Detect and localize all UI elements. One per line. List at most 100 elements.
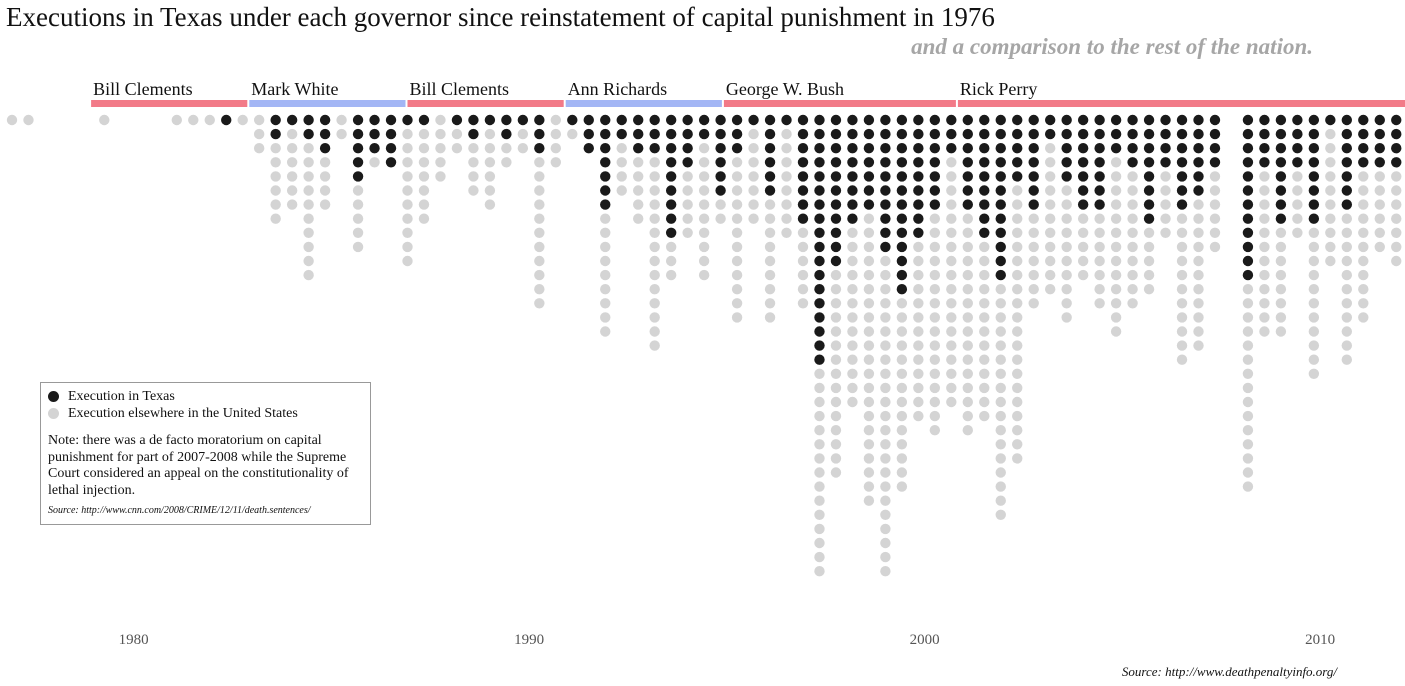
dot-elsewhere	[534, 185, 545, 196]
legend-label-texas: Execution in Texas	[68, 389, 175, 404]
dot-texas	[880, 199, 891, 210]
dot-elsewhere	[1012, 354, 1023, 365]
dot-elsewhere	[484, 171, 496, 182]
dot-texas	[1341, 199, 1353, 210]
dot-texas	[1374, 128, 1385, 140]
dot-elsewhere	[1242, 326, 1254, 337]
dot-elsewhere	[863, 439, 875, 450]
dot-elsewhere	[1391, 255, 1402, 267]
dot-texas	[1242, 241, 1254, 253]
dot-elsewhere	[1193, 269, 1204, 281]
dot-elsewhere	[468, 157, 479, 168]
dot-texas	[303, 128, 314, 140]
dot-elsewhere	[1325, 128, 1336, 140]
dot-elsewhere	[649, 157, 660, 168]
dot-elsewhere	[1077, 269, 1089, 281]
dot-texas	[847, 171, 858, 182]
dot-elsewhere	[600, 241, 611, 253]
dot-elsewhere	[1110, 255, 1122, 267]
dot-elsewhere	[929, 425, 941, 436]
dot-elsewhere	[929, 312, 941, 323]
dot-texas	[880, 213, 891, 224]
dot-elsewhere	[830, 284, 842, 295]
dot-elsewhere	[352, 199, 364, 210]
dot-elsewhere	[962, 368, 973, 379]
dot-texas	[847, 128, 858, 140]
dot-texas	[1193, 171, 1204, 182]
dot-elsewhere	[451, 128, 463, 140]
dot-elsewhere	[1061, 199, 1072, 210]
dot-elsewhere	[1259, 284, 1270, 295]
dot-elsewhere	[1259, 312, 1270, 323]
dot-elsewhere	[830, 354, 842, 365]
dot-texas	[797, 143, 809, 154]
dot-texas	[1127, 157, 1138, 168]
dot-texas	[1209, 157, 1221, 168]
governor-label-5: Rick Perry	[960, 79, 1037, 99]
dot-elsewhere	[962, 312, 973, 323]
dot-elsewhere	[698, 213, 710, 224]
dot-elsewhere	[1028, 213, 1039, 224]
dot-texas	[1028, 157, 1039, 168]
dot-elsewhere	[665, 241, 677, 253]
dot-elsewhere	[1275, 227, 1287, 238]
dot-elsewhere	[1358, 312, 1369, 323]
dot-elsewhere	[286, 143, 298, 154]
dot-texas	[1242, 255, 1254, 267]
dot-elsewhere	[781, 171, 792, 182]
dot-elsewhere	[962, 326, 973, 337]
dot-elsewhere	[814, 382, 825, 394]
dot-elsewhere	[402, 241, 413, 253]
governor-label-0: Bill Clements	[93, 79, 193, 99]
dot-elsewhere	[880, 382, 891, 394]
dot-elsewhere	[781, 213, 792, 224]
dot-texas	[633, 114, 644, 126]
dot-texas	[830, 185, 842, 196]
dot-elsewhere	[929, 298, 941, 309]
dot-elsewhere	[1110, 227, 1122, 238]
dot-texas	[1193, 143, 1204, 154]
dot-elsewhere	[1325, 185, 1336, 196]
dot-elsewhere	[1061, 312, 1072, 323]
dot-elsewhere	[913, 410, 924, 422]
dot-elsewhere	[1242, 340, 1254, 351]
dot-elsewhere	[534, 199, 545, 210]
dot-elsewhere	[1176, 298, 1188, 309]
dot-texas	[797, 171, 809, 182]
dot-texas	[830, 128, 842, 140]
dot-texas	[1374, 114, 1385, 126]
dot-texas	[1028, 171, 1039, 182]
dot-elsewhere	[814, 481, 825, 492]
dot-elsewhere	[913, 255, 924, 267]
dot-elsewhere	[1259, 269, 1270, 281]
dot-elsewhere	[1110, 298, 1122, 309]
dot-elsewhere	[880, 453, 891, 464]
dot-elsewhere	[880, 410, 891, 422]
dot-elsewhere	[698, 269, 710, 281]
dot-elsewhere	[731, 199, 743, 210]
dot-elsewhere	[1012, 213, 1023, 224]
dot-texas	[665, 143, 677, 154]
dot-elsewhere	[995, 298, 1006, 309]
dot-elsewhere	[979, 298, 990, 309]
dot-texas	[814, 143, 825, 154]
dot-elsewhere	[484, 128, 496, 140]
dot-texas	[1242, 114, 1254, 126]
dot-elsewhere	[303, 185, 314, 196]
dot-elsewhere	[995, 467, 1006, 478]
x-tick-label: 1980	[119, 632, 149, 648]
dot-elsewhere	[649, 326, 660, 337]
dot-texas	[418, 114, 430, 126]
dot-elsewhere	[1308, 298, 1320, 309]
dot-elsewhere	[880, 340, 891, 351]
dot-elsewhere	[1325, 227, 1336, 238]
dot-elsewhere	[929, 284, 941, 295]
dot-elsewhere	[402, 213, 413, 224]
dot-texas	[1391, 157, 1402, 168]
dot-elsewhere	[600, 213, 611, 224]
dot-elsewhere	[814, 453, 825, 464]
dot-texas	[979, 213, 990, 224]
governor-bar-0	[91, 100, 248, 107]
dot-elsewhere	[435, 114, 446, 126]
footer-source: Source: http://www.deathpenaltyinfo.org/	[1121, 664, 1337, 679]
